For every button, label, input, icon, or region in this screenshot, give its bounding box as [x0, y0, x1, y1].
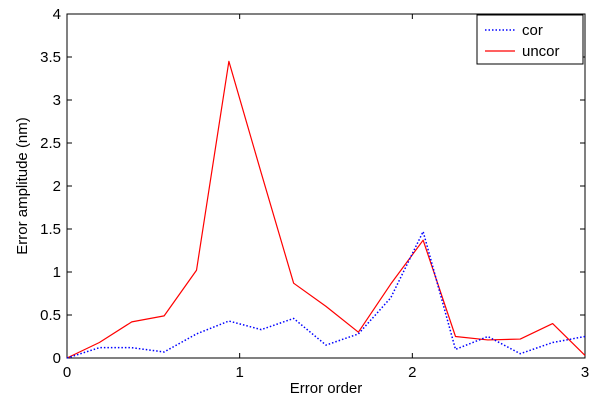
x-tick-label: 2 [408, 364, 416, 381]
y-tick-label: 3 [53, 92, 61, 109]
legend-label-cor: cor [522, 22, 543, 39]
series-line-cor [66, 230, 586, 359]
y-tick-label: 1.5 [40, 221, 61, 238]
y-tick-label: 4 [53, 6, 61, 23]
y-tick-label: 3.5 [40, 49, 61, 66]
x-tick-label: 3 [581, 364, 589, 381]
legend: cor uncor [476, 14, 584, 65]
series-group [66, 60, 586, 359]
x-axis-label: Error order [290, 380, 363, 397]
y-tick-label: 0.5 [40, 307, 61, 324]
plot-area [66, 13, 586, 359]
ticks-group: 0 1 2 3 0 0.5 1 1.5 2 2.5 3 3.5 4 [40, 6, 589, 381]
legend-label-uncor: uncor [522, 43, 560, 60]
legend-box [476, 14, 584, 65]
y-tick-label: 0 [53, 350, 61, 367]
y-tick-label: 2 [53, 178, 61, 195]
y-tick-label: 2.5 [40, 135, 61, 152]
x-tick-label: 0 [63, 364, 71, 381]
x-tick-label: 1 [235, 364, 243, 381]
series-line-uncor [66, 60, 586, 359]
y-axis-label: Error amplitude (nm) [14, 117, 31, 255]
y-tick-label: 1 [53, 264, 61, 281]
